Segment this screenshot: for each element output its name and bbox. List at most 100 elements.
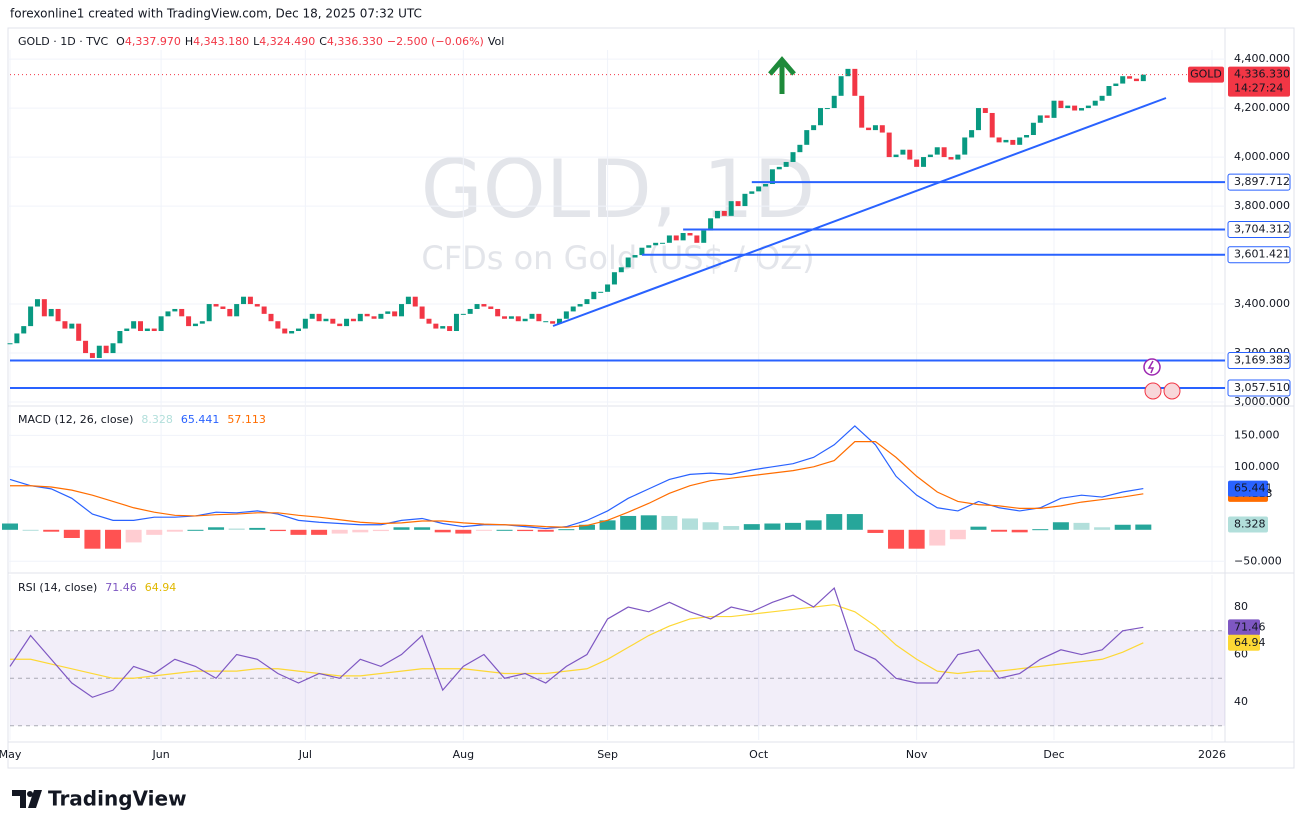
histogram-bar (496, 529, 513, 531)
candle (440, 326, 446, 329)
candle (591, 291, 597, 300)
candle (316, 313, 322, 322)
indicator-line (9, 586, 1144, 698)
histogram-bar (228, 528, 245, 530)
candle (749, 191, 755, 194)
y-tick-label: 40 (1234, 695, 1248, 708)
candle (598, 291, 604, 293)
candle (735, 201, 741, 207)
candle (447, 326, 453, 332)
y-tick-label: 4,400.000 (1234, 52, 1290, 65)
candle (330, 318, 336, 324)
candle (1078, 108, 1084, 111)
candle (96, 345, 102, 358)
candle (213, 304, 219, 307)
candle (687, 233, 693, 236)
candle (584, 299, 590, 305)
series-last-label-box (1228, 516, 1268, 533)
legend-value: 65.441 (181, 413, 220, 426)
histogram-bar (723, 526, 740, 530)
candle (776, 166, 782, 170)
ohlc-label: L (253, 35, 260, 48)
candle (605, 284, 611, 292)
candle (344, 318, 350, 327)
candle (1044, 115, 1050, 118)
histogram-bar (929, 529, 946, 546)
candle (515, 316, 521, 322)
candle (247, 296, 253, 305)
candle (275, 321, 281, 329)
candle (934, 147, 940, 155)
candle (350, 318, 356, 322)
y-tick-label: 100.000 (1234, 460, 1280, 473)
candle (907, 149, 913, 160)
last-price-box (1228, 66, 1290, 97)
ohlc-label: C (319, 35, 327, 48)
candle (69, 323, 75, 329)
candle (508, 316, 514, 319)
candle (227, 308, 233, 317)
x-tick-label: Sep (597, 748, 618, 761)
histogram-bar (1114, 524, 1131, 530)
histogram-bar (414, 527, 431, 530)
candle (969, 130, 975, 138)
candle (295, 328, 301, 332)
candle (302, 318, 308, 329)
histogram-bar (331, 529, 348, 534)
candle (975, 108, 981, 131)
level-label-box (1227, 173, 1291, 191)
histogram-bar (558, 529, 575, 531)
candle (852, 68, 858, 96)
arrow-up (768, 56, 796, 94)
candle (392, 311, 398, 317)
candle (1106, 86, 1112, 96)
series-last-label: 8.328 (1234, 518, 1266, 531)
histogram-bar (125, 529, 142, 543)
histogram-bar (743, 524, 760, 530)
x-tick-label: Jun (152, 748, 170, 761)
candle (893, 154, 899, 158)
candle (28, 306, 34, 327)
watermark-subtitle: CFDs on Gold (US$ / OZ) (421, 239, 814, 277)
candle (241, 296, 247, 305)
y-tick-label: 80 (1234, 600, 1248, 613)
candle (556, 318, 562, 324)
histogram-bar (105, 529, 122, 549)
candle (989, 112, 995, 138)
candle (550, 321, 556, 324)
symbol: GOLD · 1D · TVC (18, 35, 108, 48)
histogram-bar (187, 529, 204, 531)
level-label: 3,169.383 (1234, 354, 1290, 367)
candle (783, 161, 789, 167)
trend-line (552, 97, 1167, 327)
ohlc-value: 4,337.970 (125, 35, 181, 48)
ohlc-label: H (185, 35, 193, 48)
candle (460, 313, 466, 315)
histogram-bar (517, 529, 534, 532)
candle (110, 343, 116, 354)
candle (536, 313, 542, 322)
candle (21, 326, 27, 334)
event-icon (1143, 358, 1161, 376)
histogram-bar (166, 529, 183, 532)
candle (859, 95, 865, 128)
y-tick-label: 3,400.000 (1234, 297, 1290, 310)
candle (838, 76, 844, 96)
candle (172, 308, 178, 312)
logo-dot (27, 791, 33, 797)
candle (845, 68, 851, 77)
candle (453, 313, 459, 332)
candle (701, 230, 707, 243)
candle (680, 233, 686, 241)
candle (371, 316, 377, 319)
change: −2.500 (−0.06%) (387, 35, 484, 48)
candle (199, 321, 205, 324)
pane-title: MACD (12, 26, close) (18, 413, 133, 426)
candle (165, 311, 171, 317)
series-last-label-box (1228, 480, 1268, 497)
histogram-bar (661, 515, 678, 530)
histogram-bar (249, 527, 266, 530)
y-tick-label: 3,000.000 (1234, 395, 1290, 408)
x-tick-label: Dec (1043, 748, 1064, 761)
